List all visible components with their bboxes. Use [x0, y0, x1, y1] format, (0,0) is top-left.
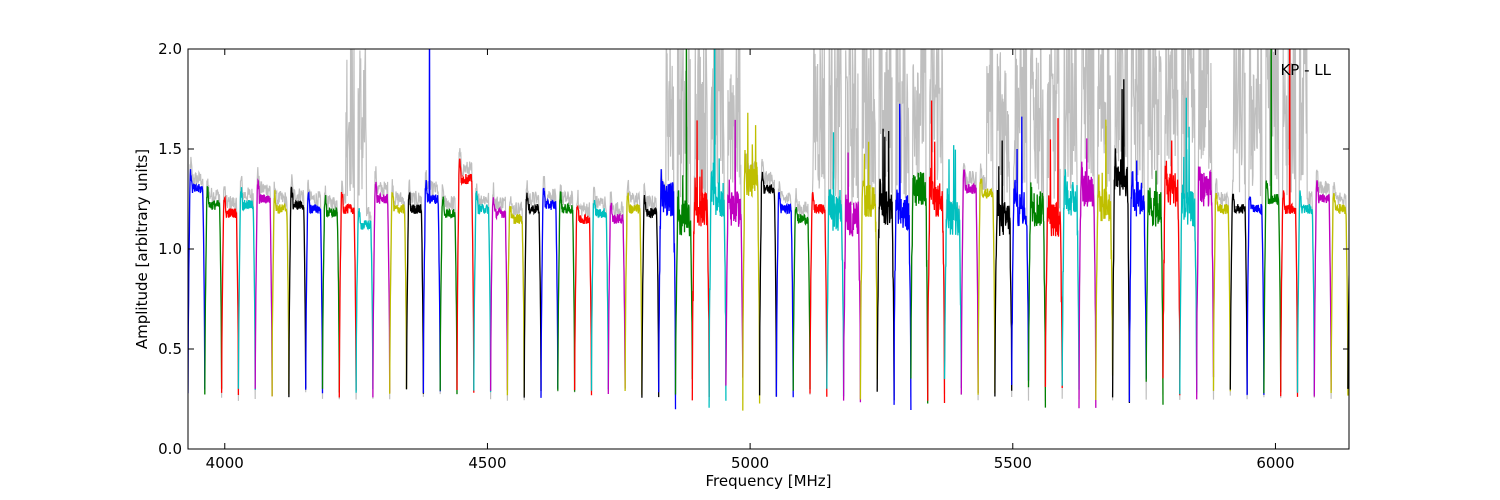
channel-series-line-42: [876, 128, 895, 401]
y-tick-label: 0.0: [158, 440, 182, 458]
channel-series-line-65: [1263, 49, 1282, 394]
channel-series-line-28: [641, 195, 660, 398]
channel-series-line-10: [338, 191, 357, 398]
channel-series-line-19: [489, 197, 509, 391]
channel-series-line-56: [1111, 79, 1131, 404]
channel-series-line-7: [288, 186, 307, 398]
channel-series-line-55: [1095, 119, 1114, 401]
channel-series-line-53: [1061, 169, 1080, 390]
channel-series-line-5: [254, 178, 273, 397]
channel-series-line-59: [1162, 140, 1181, 396]
channel-series-line-13: [389, 192, 408, 394]
channel-series-line-54: [1078, 138, 1097, 409]
y-tick-label: 0.5: [158, 340, 182, 358]
channel-series-line-43: [893, 103, 912, 411]
plot-area: [188, 49, 1349, 411]
channel-series-line-66: [1280, 49, 1299, 397]
channel-series-line-27: [624, 192, 643, 395]
channel-series-line-69: [1330, 193, 1349, 396]
channel-series-line-46: [943, 145, 962, 389]
channel-series-line-29: [658, 169, 677, 410]
channel-series-line-20: [506, 205, 525, 396]
channel-series-line-47: [960, 169, 979, 395]
x-tick-label: 5000: [731, 454, 769, 472]
y-tick-label: 1.5: [158, 140, 182, 158]
channel-series-line-22: [540, 187, 559, 398]
channel-series-line-34: [742, 112, 761, 411]
channel-series-line-45: [927, 100, 946, 404]
channel-series-line-3: [220, 195, 240, 396]
channel-series-line-6: [271, 190, 290, 397]
channel-series-line-37: [792, 207, 811, 391]
channel-series-line-38: [809, 191, 828, 397]
channel-series-line-18: [473, 190, 492, 393]
channel-series-line-50: [1011, 116, 1030, 386]
channel-series-line-15: [422, 49, 441, 394]
channel-series-line-14: [405, 192, 425, 394]
channel-series-line-39: [826, 132, 845, 397]
channel-series-line-60: [1179, 97, 1198, 395]
channel-series-line-30: [674, 49, 693, 395]
channel-series-line-9: [321, 195, 340, 393]
x-tick-label: 5500: [994, 454, 1032, 472]
channel-series-line-26: [607, 202, 626, 395]
channel-series-line-11: [355, 208, 374, 393]
channel-series-line-62: [1212, 193, 1231, 392]
channel-series-line-24: [573, 204, 593, 396]
channel-series-line-68: [1313, 180, 1332, 397]
channel-series-line-31: [691, 120, 710, 401]
channel-series-line-58: [1145, 170, 1164, 405]
channel-series-line-2: [204, 186, 223, 395]
channel-series-line-23: [557, 191, 576, 392]
x-tick-label: 4500: [468, 454, 506, 472]
channel-series-line-57: [1128, 160, 1147, 403]
channel-series-line-48: [977, 178, 996, 395]
channel-series-line-40: [842, 152, 862, 403]
channel-series-line-25: [590, 199, 609, 391]
channel-series-line-21: [523, 192, 542, 398]
x-tick-label: 6000: [1256, 454, 1294, 472]
channel-series-line-61: [1196, 166, 1215, 400]
channel-series-line-35: [758, 171, 778, 397]
channel-series-line-41: [859, 141, 878, 400]
x-axis-label: Frequency [MHz]: [705, 472, 831, 490]
y-tick-label: 2.0: [158, 40, 182, 58]
channel-series-line-8: [305, 191, 324, 394]
channel-series-line-36: [775, 191, 794, 398]
channel-series-line-51: [1027, 182, 1047, 408]
x-tick-label: 4000: [206, 454, 244, 472]
y-tick-label: 1.0: [158, 240, 182, 258]
channel-series-line-16: [439, 196, 458, 395]
channel-series-line-63: [1229, 193, 1248, 395]
channel-series-line-67: [1296, 190, 1315, 395]
y-axis-label: Amplitude [arbitrary units]: [133, 149, 151, 349]
baseline-annotation: KP - LL: [1280, 61, 1331, 79]
channel-series-line-4: [237, 187, 256, 390]
axis-ticks: 4000 4500 5000 5500 6000 0.0 0.5 1.0 1.5 2.0: [158, 40, 1349, 472]
channel-series-line-32: [708, 49, 727, 408]
channel-series-line-64: [1246, 196, 1265, 396]
channel-series-line-44: [910, 171, 929, 404]
channel-series-line-33: [725, 119, 744, 386]
channel-series-line-70: [1347, 237, 1349, 389]
channel-series-line-1: [188, 169, 206, 394]
channel-series-line-17: [456, 158, 475, 393]
channel-series-line-49: [994, 140, 1013, 397]
channel-series-line-52: [1044, 118, 1063, 389]
channel-series-line-12: [372, 181, 391, 398]
